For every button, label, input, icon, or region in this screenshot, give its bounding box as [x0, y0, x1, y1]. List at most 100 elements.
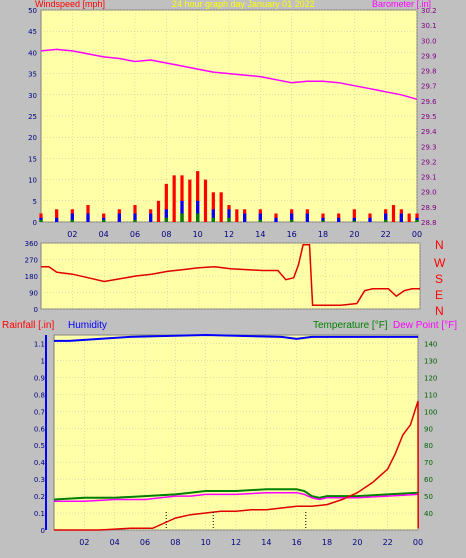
baro-y-tick: 28.8 — [421, 219, 437, 227]
climate-x-tick: 12 — [231, 538, 241, 547]
wind-gust-bar — [219, 192, 223, 222]
wind-y-tick: 35 — [28, 71, 37, 79]
wind-gust-bar — [352, 209, 356, 222]
direction-y-tick: 0 — [34, 306, 38, 314]
temp-y-tick: 60 — [424, 476, 433, 484]
rain-y-tick: 0.2 — [34, 493, 45, 501]
wind-low-bar — [164, 217, 168, 222]
wind-x-tick: 14 — [255, 230, 265, 239]
wind-low-bar — [133, 219, 137, 222]
direction-y-tick: 180 — [25, 273, 38, 281]
temp-y-tick: 80 — [424, 442, 433, 450]
wind-low-bar — [39, 219, 43, 222]
dewpoint-line — [54, 491, 419, 502]
wind-gust-bar — [203, 179, 208, 222]
climate-x-tick: 20 — [352, 538, 362, 547]
baro-y-tick: 29.3 — [421, 143, 437, 151]
date-title: 24 hour graph day January 01 2022 — [172, 0, 315, 9]
compass-s: S — [435, 272, 444, 286]
wind-avg-bar — [149, 213, 153, 222]
baro-y-tick: 29.1 — [421, 174, 437, 182]
wind-x-tick: 10 — [193, 230, 203, 239]
wind-gust-bar — [211, 192, 215, 222]
wind-gust-bar — [133, 205, 137, 222]
climate-x-tick: 22 — [383, 538, 393, 547]
wind-gust-bar — [156, 200, 161, 222]
wind-y-tick: 40 — [28, 49, 37, 57]
wind-y-tick: 30 — [28, 92, 37, 100]
direction-line — [41, 244, 420, 307]
wind-gust-bar — [180, 175, 184, 222]
wind-x-tick: 04 — [99, 230, 109, 239]
wind-low-bar — [102, 219, 106, 222]
wind-avg-bar — [227, 209, 231, 222]
baro-y-tick: 30.0 — [421, 37, 437, 45]
wind-gust-bar — [164, 183, 168, 222]
wind-avg-bar — [290, 213, 294, 222]
wind-y-tick: 0 — [33, 219, 37, 227]
rain-y-tick: 0 — [41, 527, 45, 535]
wind-low-bar — [211, 217, 215, 222]
wind-avg-bar — [258, 213, 262, 222]
temp-y-tick: 140 — [424, 340, 437, 348]
wind-low-bar — [227, 217, 231, 222]
compass-n-bottom: N — [435, 304, 444, 318]
temp-y-tick: 100 — [424, 408, 437, 416]
climate-x-tick: 04 — [110, 538, 120, 547]
wind-avg-bar — [305, 213, 309, 222]
wind-avg-bar — [368, 217, 372, 222]
wind-gust-bar — [407, 213, 411, 222]
temp-y-tick: 40 — [424, 510, 433, 518]
wind-x-tick: 18 — [318, 230, 328, 239]
rainfall-line — [54, 400, 419, 531]
wind-x-tick: 08 — [161, 230, 171, 239]
wind-low-bar — [321, 220, 325, 222]
baro-y-tick: 29.9 — [421, 52, 437, 60]
wind-avg-bar — [86, 213, 90, 222]
wind-low-bar — [196, 213, 200, 222]
rain-title: Rainfall [.in] — [2, 320, 55, 331]
climate-x-tick: 16 — [292, 538, 302, 547]
rain-y-tick: 0.8 — [34, 391, 45, 399]
rain-y-tick: 0.4 — [34, 459, 46, 467]
rain-y-tick: 0.6 — [34, 425, 46, 433]
baro-title: Barometer [.in] — [372, 0, 432, 9]
wind-low-bar — [70, 219, 74, 222]
climate-x-tick: 14 — [261, 538, 271, 547]
wind-avg-bar — [384, 213, 388, 222]
wind-y-tick: 10 — [28, 177, 37, 185]
wind-avg-bar — [55, 217, 59, 222]
wind-avg-bar — [180, 200, 184, 222]
rain-y-tick: 1.1 — [34, 340, 45, 348]
wind-y-tick: 15 — [28, 155, 37, 163]
climate-x-tick: 00 — [413, 538, 423, 547]
baro-y-tick: 28.9 — [421, 204, 437, 212]
temp-y-tick: 120 — [424, 374, 437, 382]
wind-avg-bar — [399, 213, 403, 222]
wind-gust-bar — [172, 175, 176, 222]
wind-avg-bar — [133, 213, 137, 222]
wind-x-tick: 22 — [381, 230, 391, 239]
wind-avg-bar — [164, 209, 168, 222]
wind-gust-bar — [391, 205, 396, 222]
wind-gust-bar — [86, 205, 90, 222]
wind-low-bar — [415, 219, 419, 222]
climate-x-tick: 18 — [322, 538, 332, 547]
rain-y-tick: 0.1 — [34, 510, 45, 518]
wind-x-tick: 00 — [412, 230, 422, 239]
wind-avg-bar — [211, 209, 215, 222]
direction-y-tick: 90 — [29, 290, 38, 298]
compass-w: W — [434, 256, 446, 270]
direction-y-tick: 360 — [25, 240, 38, 248]
wind-y-tick: 50 — [28, 7, 37, 15]
baro-y-tick: 29.4 — [421, 128, 437, 136]
compass-e: E — [435, 288, 444, 302]
wind-x-tick: 02 — [67, 230, 77, 239]
baro-y-tick: 29.6 — [421, 98, 437, 106]
climate-x-tick: 02 — [79, 538, 89, 547]
wind-gust-bar — [188, 179, 192, 222]
wind-y-tick: 25 — [28, 113, 37, 121]
barometer-line — [40, 48, 418, 101]
direction-y-tick: 270 — [25, 257, 38, 265]
